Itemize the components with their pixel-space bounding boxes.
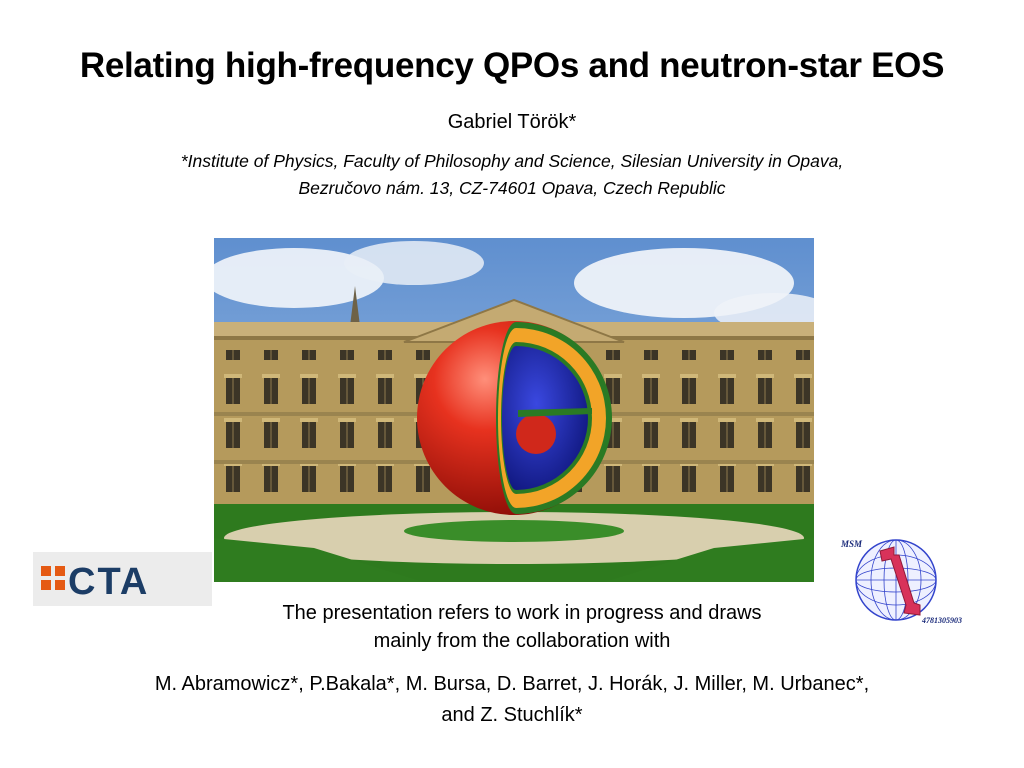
msm-logo: MSM 4781305903 xyxy=(836,533,982,627)
cta-logo-text: CTA xyxy=(68,561,149,603)
collaborators-line-2: and Z. Stuchlík* xyxy=(441,704,583,726)
cta-logo: CTA xyxy=(33,552,212,606)
msm-label: MSM xyxy=(840,539,863,549)
note-line-2: mainly from the collaboration with xyxy=(373,630,671,652)
author-name: Gabriel Török* xyxy=(447,111,577,133)
neutron-star-over-building-image xyxy=(214,238,814,582)
collaborators-line-1: M. Abramowicz*, P.Bakala*, M. Bursa, D. … xyxy=(154,673,870,695)
affiliation: *Institute of Physics, Faculty of Philos… xyxy=(40,148,984,202)
cta-logo-graphic: CTA xyxy=(41,561,149,603)
slide-title: Relating high-frequency QPOs and neutron… xyxy=(79,46,945,85)
affiliation-line-1: *Institute of Physics, Faculty of Philos… xyxy=(180,151,844,171)
collaborators: M. Abramowicz*, P.Bakala*, M. Bursa, D. … xyxy=(30,669,994,731)
msm-logo-graphic: MSM 4781305903 xyxy=(840,539,962,625)
note-line-1: The presentation refers to work in progr… xyxy=(282,602,762,624)
affiliation-line-2: Bezručovo nám. 13, CZ-74601 Opava, Czech… xyxy=(298,178,726,198)
photo-illustration xyxy=(214,238,814,582)
msm-number: 4781305903 xyxy=(921,616,962,625)
presentation-note: The presentation refers to work in progr… xyxy=(214,599,830,655)
